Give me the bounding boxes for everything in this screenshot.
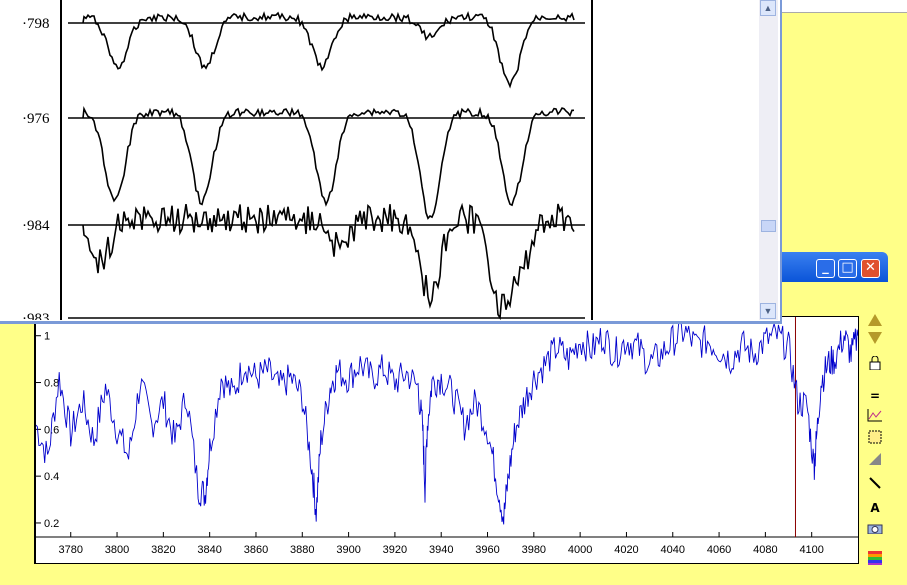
close-button[interactable]: ✕ <box>861 259 880 278</box>
x-tick-label: 4040 <box>661 544 685 556</box>
scan-row-label: ·976 <box>22 111 50 127</box>
scan-spectrum-trace <box>82 105 574 220</box>
scan-row-label: ·798 <box>22 16 50 32</box>
lock-icon[interactable] <box>864 355 886 376</box>
equals-icon[interactable]: = <box>869 389 881 403</box>
text-icon[interactable]: A <box>870 501 880 515</box>
x-tick-label: 4020 <box>614 544 638 556</box>
select-box-icon[interactable] <box>864 430 886 450</box>
scroll-down-icon[interactable]: ▼ <box>760 303 776 319</box>
x-tick-label: 4080 <box>753 544 777 556</box>
gradient-icon[interactable] <box>864 452 886 472</box>
scroll-thumb[interactable] <box>761 220 776 232</box>
y-tick-label: 0.4 <box>44 471 59 483</box>
x-tick-label: 3840 <box>197 544 221 556</box>
background-window-edge <box>782 0 907 13</box>
scan-spectrum-trace <box>82 10 575 89</box>
x-tick-label: 3860 <box>244 544 268 556</box>
x-tick-label: 4100 <box>799 544 823 556</box>
x-tick-label: 3900 <box>336 544 360 556</box>
maximize-button[interactable]: □ <box>838 259 857 278</box>
x-tick-label: 3960 <box>475 544 499 556</box>
arrow-up-icon[interactable] <box>864 312 886 332</box>
x-tick-label: 4000 <box>568 544 592 556</box>
scanned-spectra-window: ·798 ·976 ·984 ·983 ▲ ▼ <box>0 0 782 324</box>
x-tick-label: 3880 <box>290 544 314 556</box>
x-tick-label: 3980 <box>522 544 546 556</box>
vertical-scrollbar[interactable]: ▲ ▼ <box>759 0 778 320</box>
scanned-spectra-image: ·798 ·976 ·984 ·983 <box>22 0 593 320</box>
rainbow-icon[interactable] <box>864 550 886 570</box>
x-tick-label: 3940 <box>429 544 453 556</box>
camera-icon[interactable] <box>864 520 886 540</box>
x-tick-label: 4060 <box>707 544 731 556</box>
chart-icon[interactable] <box>864 408 886 428</box>
arrow-down-icon[interactable] <box>864 330 886 350</box>
x-tick-label: 3920 <box>383 544 407 556</box>
minimize-button[interactable]: _ <box>816 259 835 278</box>
plot-toolbar: = A <box>864 310 886 570</box>
spectrum-chart[interactable]: 3780 3800 3820 3840 3860 3880 3900 3920 3940 3960… <box>35 317 859 563</box>
x-tick-label: 3820 <box>151 544 175 556</box>
scan-spectrum-trace <box>82 202 575 320</box>
scan-row-label: ·984 <box>22 218 50 234</box>
x-tick-label: 3800 <box>105 544 129 556</box>
y-tick-label: 0.2 <box>44 518 59 530</box>
scan-row-label: ·983 <box>22 311 50 320</box>
y-tick-label: 0.8 <box>44 378 59 390</box>
spectrum-series-line <box>35 318 859 525</box>
spectrum-plot[interactable]: 3780 3800 3820 3840 3860 3880 3900 3920 3940 3960… <box>34 316 859 564</box>
y-tick-label: 1 <box>44 331 50 343</box>
line-icon[interactable] <box>864 476 886 496</box>
spectrum-frame: 3780 3800 3820 3840 3860 3880 3900 3920 3940 3960… <box>28 282 884 568</box>
scroll-up-icon[interactable]: ▲ <box>760 0 776 16</box>
x-tick-label: 3780 <box>58 544 82 556</box>
